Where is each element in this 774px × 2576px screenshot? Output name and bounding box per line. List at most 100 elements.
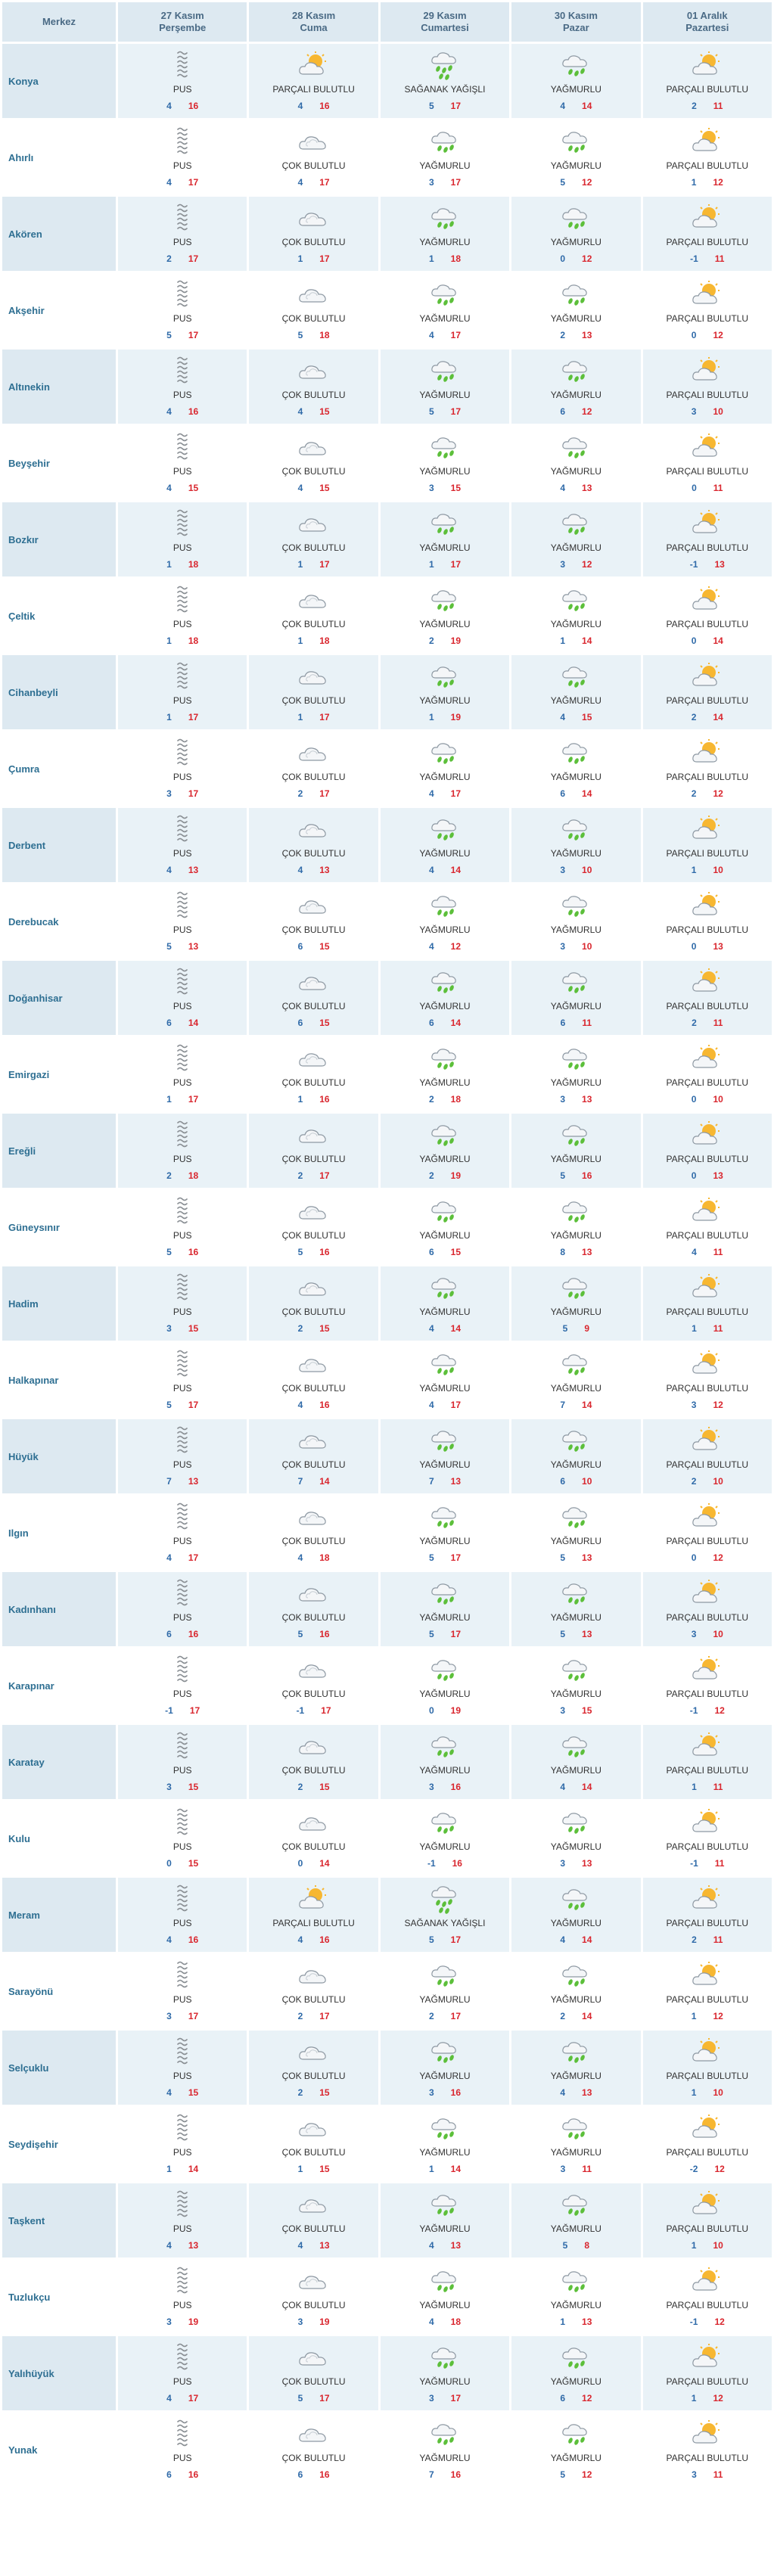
station-name[interactable]: Sarayönü <box>2 1954 116 2028</box>
max-temp: 13 <box>582 2087 592 2098</box>
temperature-range: -1 12 <box>690 1705 725 1716</box>
min-temp: 1 <box>166 1094 172 1105</box>
station-name[interactable]: Hüyük <box>2 1419 116 1493</box>
rain-icon <box>559 1729 592 1763</box>
day-cell: ÇOK BULUTLU 2 15 <box>249 2031 378 2105</box>
station-name[interactable]: Kadınhanı <box>2 1572 116 1646</box>
station-name[interactable]: Kulu <box>2 1801 116 1875</box>
station-name[interactable]: Ahırlı <box>2 120 116 194</box>
forecast-cell: YAĞMURLU 6 10 <box>511 1419 640 1493</box>
fog-icon <box>166 659 199 693</box>
station-name[interactable]: Ereğli <box>2 1114 116 1188</box>
forecast-cell: PUS 4 13 <box>118 2183 247 2257</box>
rain-icon <box>428 2416 462 2450</box>
min-temp: 1 <box>428 2164 434 2174</box>
temperature-range: 0 12 <box>692 1552 723 1563</box>
station-name[interactable]: Güneysınır <box>2 1190 116 1264</box>
station-name[interactable]: Emirgazi <box>2 1037 116 1111</box>
temperature-range: 0 14 <box>298 1858 330 1869</box>
forecast-cell: PUS -1 17 <box>118 1648 247 1723</box>
station-name[interactable]: Yunak <box>2 2413 116 2487</box>
temperature-range: 7 13 <box>166 1476 198 1487</box>
forecast-cell: PUS 1 17 <box>118 655 247 729</box>
forecast-cell: PARÇALI BULUTLU 2 11 <box>643 1878 772 1952</box>
station-name[interactable]: Karapınar <box>2 1648 116 1723</box>
station-name[interactable]: Çumra <box>2 732 116 806</box>
day-cell: YAĞMURLU 4 14 <box>380 1266 510 1341</box>
station-name[interactable]: Halkapınar <box>2 1343 116 1417</box>
day-cell: ÇOK BULUTLU 4 18 <box>249 1496 378 1570</box>
station-name[interactable]: Doğanhisar <box>2 961 116 1035</box>
station-name[interactable]: Hadim <box>2 1266 116 1341</box>
condition-label: YAĞMURLU <box>419 2453 471 2463</box>
day-cell: ÇOK BULUTLU 4 17 <box>249 120 378 194</box>
condition-label: YAĞMURLU <box>550 84 601 95</box>
day-cell: PUS 1 18 <box>118 502 247 576</box>
station-name[interactable]: Derebucak <box>2 884 116 959</box>
station-name[interactable]: Çeltik <box>2 579 116 653</box>
condition-label: PARÇALI BULUTLU <box>666 1918 749 1928</box>
table-row: Ereğli PUS 2 18 ÇOK BULUTLU 2 17 YAĞMURLU 2 19 YAĞ… <box>2 1114 772 1188</box>
table-row: Sarayönü PUS 3 17 ÇOK BULUTLU 2 17 YAĞMURLU 2 17 Y… <box>2 1954 772 2028</box>
temperature-range: 4 13 <box>166 2240 198 2251</box>
condition-label: PARÇALI BULUTLU <box>666 1994 749 2005</box>
temperature-range: 1 11 <box>692 1323 723 1334</box>
temperature-range: 6 15 <box>298 1018 330 1028</box>
condition-label: PUS <box>173 2376 192 2387</box>
temperature-range: -1 13 <box>690 559 725 570</box>
station-name[interactable]: Konya <box>2 44 116 118</box>
rain-icon <box>428 659 462 693</box>
table-row: Hadim PUS 3 15 ÇOK BULUTLU 2 15 YAĞMURLU 4 14 YAĞM… <box>2 1266 772 1341</box>
forecast-cell: PUS 3 19 <box>118 2260 247 2334</box>
day-cell: YAĞMURLU 5 12 <box>511 2413 640 2487</box>
max-temp: 12 <box>582 406 592 417</box>
max-temp: 14 <box>450 1018 461 1028</box>
day-cell: ÇOK BULUTLU 1 18 <box>249 579 378 653</box>
condition-label: YAĞMURLU <box>419 160 471 171</box>
station-name[interactable]: Beyşehir <box>2 426 116 500</box>
max-temp: 18 <box>319 1552 330 1563</box>
forecast-cell: PARÇALI BULUTLU 4 16 <box>249 1878 378 1952</box>
station-name[interactable]: Tuzlukçu <box>2 2260 116 2334</box>
max-temp: 14 <box>582 635 592 646</box>
day-cell: YAĞMURLU 4 13 <box>511 426 640 500</box>
day-cell: PARÇALI BULUTLU 2 11 <box>642 1878 772 1952</box>
max-temp: 16 <box>450 2469 461 2480</box>
station-name[interactable]: Yalıhüyük <box>2 2336 116 2410</box>
station-name[interactable]: Cihanbeyli <box>2 655 116 729</box>
heavy-rain-icon <box>428 48 462 82</box>
partly-cloudy-icon <box>691 200 724 235</box>
temperature-range: 4 14 <box>560 1782 592 1792</box>
station-name[interactable]: Seydişehir <box>2 2107 116 2181</box>
cloudy-icon <box>297 1652 331 1686</box>
condition-label: YAĞMURLU <box>419 1689 471 1699</box>
min-temp: 1 <box>297 253 303 264</box>
partly-cloudy-icon <box>691 1117 724 1151</box>
station-name[interactable]: Selçuklu <box>2 2031 116 2105</box>
station-name[interactable]: Meram <box>2 1878 116 1952</box>
forecast-cell: PUS 1 14 <box>118 2107 247 2181</box>
station-name[interactable]: Ilgın <box>2 1496 116 1570</box>
station-name[interactable]: Bozkır <box>2 502 116 576</box>
max-temp: 15 <box>319 2087 330 2098</box>
temperature-range: -1 12 <box>690 2317 725 2327</box>
day-cell: PARÇALI BULUTLU 1 11 <box>642 1725 772 1799</box>
forecast-cell: PARÇALI BULUTLU 2 11 <box>643 44 772 118</box>
rain-icon <box>559 2264 592 2298</box>
station-name[interactable]: Derbent <box>2 808 116 882</box>
rain-icon <box>428 277 462 311</box>
temperature-range: 3 11 <box>561 2164 592 2174</box>
station-name[interactable]: Taşkent <box>2 2183 116 2257</box>
day-date: 28 Kasım <box>292 10 336 21</box>
forecast-cell: PARÇALI BULUTLU 1 12 <box>643 120 772 194</box>
min-temp: 5 <box>560 2469 566 2480</box>
station-name[interactable]: Altınekin <box>2 350 116 424</box>
station-name[interactable]: Akören <box>2 197 116 271</box>
max-temp: 12 <box>450 941 461 952</box>
day-cell: YAĞMURLU 4 17 <box>381 273 509 347</box>
station-name[interactable]: Akşehir <box>2 273 116 347</box>
station-name[interactable]: Karatay <box>2 1725 116 1799</box>
temperature-range: 1 11 <box>692 1782 723 1792</box>
max-temp: 17 <box>188 2393 199 2404</box>
partly-cloudy-icon <box>691 1958 724 1992</box>
